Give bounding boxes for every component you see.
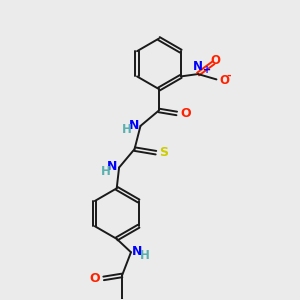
Text: H: H — [101, 165, 111, 178]
Text: N: N — [193, 61, 203, 74]
Text: S: S — [160, 146, 169, 159]
Text: O: O — [219, 74, 230, 87]
Text: N: N — [129, 119, 139, 132]
Text: O: O — [180, 107, 191, 120]
Text: N: N — [132, 244, 143, 258]
Text: O: O — [211, 54, 221, 67]
Text: -: - — [227, 71, 232, 81]
Text: O: O — [89, 272, 100, 285]
Text: H: H — [140, 249, 150, 262]
Text: N: N — [107, 160, 118, 173]
Text: H: H — [122, 123, 131, 136]
Text: +: + — [203, 64, 211, 75]
